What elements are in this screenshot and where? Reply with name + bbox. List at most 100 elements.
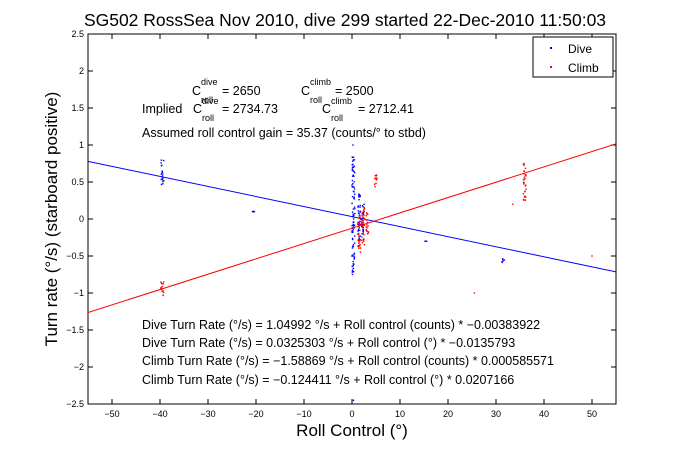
data-point [358,196,360,198]
data-point [163,180,165,182]
data-point [362,230,365,232]
data-point [161,283,163,285]
data-point [160,173,163,175]
data-point [162,290,164,292]
data-point [522,178,525,181]
data-point [357,221,359,224]
data-point [353,214,355,217]
data-point [359,229,361,231]
fit-line-dive-counts: Dive Turn Rate (°/s) = 1.04992 °/s + Rol… [142,318,540,332]
data-point [365,226,367,228]
data-point [503,259,506,261]
data-point [351,195,354,198]
data-point [162,294,164,296]
c-climb-roll: C [301,84,310,98]
data-point [353,175,355,177]
data-point [359,206,361,208]
data-point [374,185,376,188]
data-point [359,247,362,249]
data-point [352,245,354,248]
data-point [359,215,361,217]
data-point [352,218,355,220]
data-point [523,196,526,198]
data-point [353,188,356,190]
data-point [425,240,428,242]
data-point [351,184,353,186]
x-tick-label: 50 [587,409,597,419]
data-point [373,183,376,186]
data-point [374,174,377,177]
implied-climb-sub: roll [331,113,343,123]
data-point [359,194,362,197]
data-point [353,253,355,256]
data-point [363,214,365,216]
data-point [358,238,360,241]
data-point [351,179,354,182]
data-point [363,238,365,240]
data-point [357,206,359,208]
data-point [357,245,359,248]
data-point [424,240,427,242]
data-point [502,260,504,262]
data-point [357,217,360,219]
data-point [351,230,353,232]
data-point [362,219,365,222]
data-point [359,216,361,219]
series-dive [88,144,616,401]
data-point [362,228,365,231]
implied-dive-value: = 2734.73 [222,102,278,116]
data-point [252,210,255,213]
data-point [352,156,355,158]
data-point [524,199,527,201]
data-point [366,224,368,226]
data-point [161,285,163,288]
data-point [357,228,360,231]
data-point [359,204,361,207]
y-tick-label: −1.5 [66,325,84,335]
implied-climb-c: C [322,102,331,116]
data-point [362,231,365,233]
data-point [522,181,525,183]
data-point [360,218,363,221]
data-point [351,185,353,188]
data-point [357,230,359,232]
data-point [361,219,364,222]
data-point [351,269,354,271]
data-point [358,215,360,217]
data-point [353,181,355,183]
x-tick-label: 0 [349,409,354,419]
data-point [352,144,354,146]
data-point [524,167,527,170]
y-tick-label: 2.5 [71,29,84,39]
data-point [353,193,356,195]
legend-dive-marker [550,47,552,49]
data-point [353,196,355,198]
y-tick-label: 2 [79,66,84,76]
data-point [363,207,366,210]
y-tick-labels: 2.5 2 1.5 1 0.5 0 −0.5 −1 −1.5 −2 −2.5 [66,29,84,409]
data-point [162,177,164,180]
fit-line-climb [88,143,616,313]
data-point [363,239,365,241]
data-point [351,211,354,213]
data-point [162,180,164,183]
data-point [524,190,526,193]
data-point [361,233,363,235]
legend-climb-label: Climb [568,61,599,75]
x-tick-label: −20 [248,409,263,419]
data-point [357,239,360,242]
data-point [376,177,378,179]
data-point [358,224,360,226]
data-point [473,292,476,294]
data-point [358,213,361,215]
data-point [353,255,355,257]
data-point [359,235,362,237]
data-point [162,159,165,162]
data-point [524,185,526,187]
c-dive-value: = 2650 [222,84,261,98]
data-point [361,205,364,207]
data-point [523,170,525,172]
x-tick-labels: −50 −40 −30 −20 −10 0 10 20 30 40 50 [104,409,597,419]
data-point [351,164,353,166]
data-point [365,214,368,217]
